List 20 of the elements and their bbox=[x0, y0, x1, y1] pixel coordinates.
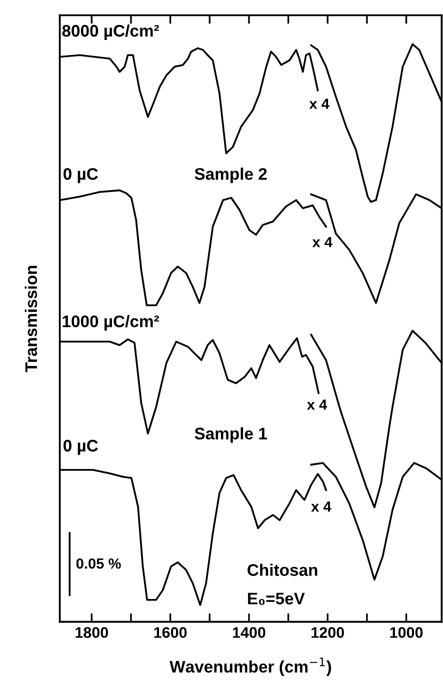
annotation: 0 µC bbox=[64, 168, 98, 184]
annotation: Chitosan bbox=[248, 564, 318, 576]
x-tick-label: 1400 bbox=[232, 627, 266, 638]
annotation: E₀=5eV bbox=[248, 592, 305, 605]
annotation: x 4 bbox=[306, 400, 328, 410]
x-tick-label: 1800 bbox=[76, 627, 108, 638]
annotation: x 4 bbox=[312, 237, 332, 248]
annotation: Sample 2 bbox=[194, 168, 267, 184]
annotation: x 4 bbox=[311, 502, 332, 512]
x-tick-label: 1000 bbox=[390, 627, 423, 638]
annotation: 0.05 % bbox=[76, 558, 121, 569]
annotation: 0 µC bbox=[64, 440, 98, 455]
y-axis-title: Transmission bbox=[24, 266, 38, 372]
annotation: x 4 bbox=[309, 98, 330, 109]
text: 8000 µC/cm² bbox=[62, 24, 159, 40]
x-tick-label: 1200 bbox=[312, 627, 344, 638]
x-axis-title: Wavenumber (cm$^{−1}$) bbox=[170, 658, 332, 676]
annotation: 1000 µC/cm² bbox=[62, 315, 159, 331]
annotation: Sample 1 bbox=[194, 427, 267, 443]
x-tick-label: 1600 bbox=[154, 627, 187, 638]
